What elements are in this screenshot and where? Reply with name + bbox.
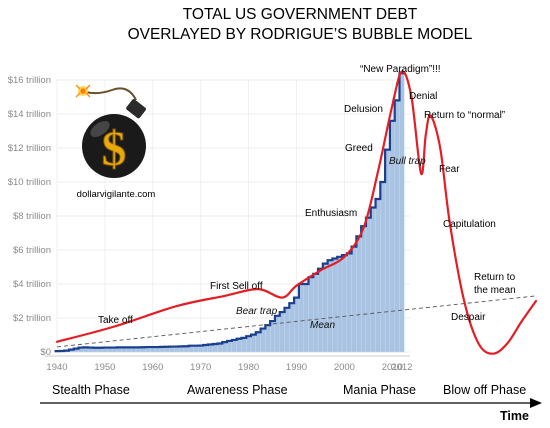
annotation-fear: Fear	[439, 164, 460, 175]
phase-stealth: Stealth Phase	[52, 383, 130, 397]
annotation-greed: Greed	[345, 143, 373, 154]
y-tick-label: $6 trillion	[13, 245, 51, 256]
debt-bar	[360, 225, 367, 353]
annotation-bull-trap: Bull trap	[389, 156, 426, 167]
debt-bar	[284, 307, 290, 353]
y-tick-label: $16 trillion	[8, 75, 51, 86]
fuse-spark-icon	[75, 84, 91, 98]
x-tick-label: 1990	[286, 362, 307, 373]
annotation-delusion: Delusion	[344, 104, 383, 115]
debt-step-line	[54, 72, 405, 353]
debt-bar	[308, 277, 314, 353]
annotation-despair: Despair	[451, 312, 486, 323]
x-tick-label: 1970	[190, 362, 211, 373]
debt-bar	[327, 260, 333, 353]
debt-bar	[370, 207, 376, 353]
x-tick-label: 2010	[382, 362, 403, 373]
debt-bar	[394, 100, 400, 353]
x-tick-label: 1960	[142, 362, 163, 373]
annotation-new-paradigm: “New Paradigm”!!!	[360, 64, 441, 75]
debt-bar	[341, 254, 347, 353]
y-tick-label: $2 trillion	[13, 313, 51, 324]
phase-blow-off: Blow off Phase	[443, 383, 526, 397]
x-tick-label: 2012	[391, 362, 412, 373]
debt-bar	[351, 246, 357, 353]
time-axis-label: Time	[500, 409, 529, 423]
annotation-enthusiasm: Enthusiasm	[305, 208, 357, 219]
x-tick-label: 1940	[46, 362, 67, 373]
y-tick-label: $8 trillion	[13, 211, 51, 222]
debt-bar	[241, 337, 247, 353]
debt-bar	[303, 283, 309, 353]
y-tick-label: $10 trillion	[8, 177, 51, 188]
chart-title-line-1: TOTAL US GOVERNMENT DEBT	[183, 6, 418, 23]
x-tick-label: 1950	[94, 362, 115, 373]
debt-bar	[322, 263, 328, 353]
bomb-highlight-icon	[90, 121, 110, 137]
annotation-the-mean: the mean	[474, 285, 516, 296]
debt-bar	[380, 181, 386, 353]
debt-bar	[317, 268, 324, 353]
annotation-capitulation: Capitulation	[443, 219, 496, 230]
x-tick-label: 2000	[334, 362, 355, 373]
annotation-return-to-normal: Return to “normal”	[424, 110, 505, 121]
annotation-bear-trap: Bear trap	[236, 306, 278, 317]
debt-bar	[332, 258, 338, 353]
x-tick-label: 1980	[238, 362, 259, 373]
annotation-mean: Mean	[310, 320, 335, 331]
debt-bar	[356, 236, 362, 353]
brand-url: dollarvigilante.com	[77, 189, 156, 200]
debt-bar	[289, 303, 295, 353]
bomb-fuse-icon	[85, 87, 137, 101]
debt-bar	[375, 198, 381, 353]
chart-title-line-2: OVERLAYED BY RODRIGUE’S BUBBLE MODEL	[128, 26, 473, 43]
debt-bar	[293, 297, 300, 353]
y-tick-label: $4 trillion	[13, 279, 51, 290]
debt-bar	[365, 217, 371, 353]
dollar-sign-icon: $	[102, 120, 127, 176]
bomb-neck-icon	[126, 99, 146, 119]
phase-awareness: Awareness Phase	[187, 383, 288, 397]
y-tick-label: $12 trillion	[8, 143, 51, 154]
annotation-return-to: Return to	[474, 272, 516, 283]
annotation-take-off: Take off	[98, 315, 133, 326]
annotation-denial: Denial	[409, 91, 437, 102]
debt-bar	[313, 273, 319, 353]
y-tick-label: $14 trillion	[8, 109, 51, 120]
y-tick-label: $0	[40, 347, 51, 358]
time-axis-arrowhead-icon	[530, 398, 542, 408]
debt-bar	[346, 253, 352, 353]
phase-mania: Mania Phase	[343, 383, 416, 397]
bubble-model-curve	[55, 70, 538, 355]
y-axis-tick-labels: $0 $2 trillion $4 trillion $6 trillion $8 tr…	[8, 75, 51, 358]
annotation-first-sell-off: First Sell off	[210, 281, 263, 292]
mean-line	[56, 295, 537, 348]
brand-logo: $ dollarvigilante.com	[75, 84, 156, 200]
debt-bar	[279, 311, 285, 353]
debt-bar	[337, 256, 343, 353]
